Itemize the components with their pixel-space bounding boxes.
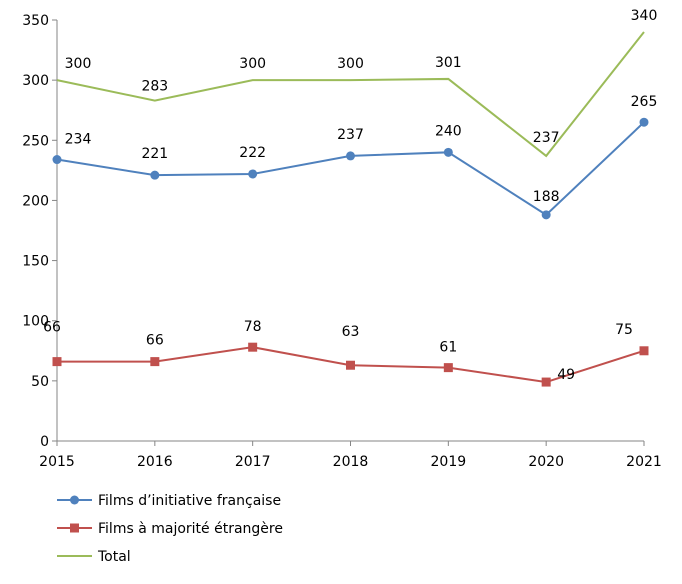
data-point bbox=[248, 342, 258, 352]
data-label: 66 bbox=[43, 320, 61, 336]
data-label: 300 bbox=[239, 56, 266, 72]
y-tick-label: 50 bbox=[31, 374, 49, 390]
data-point bbox=[443, 147, 453, 157]
legend-item: Total bbox=[57, 549, 131, 565]
data-label: 49 bbox=[557, 367, 575, 383]
data-label: 78 bbox=[244, 319, 262, 335]
legend-marker bbox=[70, 495, 79, 505]
data-label: 301 bbox=[435, 55, 462, 71]
legend-label: Films à majorité étrangère bbox=[98, 521, 283, 537]
y-tick-label: 350 bbox=[22, 13, 49, 29]
data-label: 265 bbox=[631, 94, 658, 110]
legend-item: Films d’initiative française bbox=[57, 493, 281, 509]
data-point bbox=[639, 117, 649, 127]
x-tick-label: 2018 bbox=[333, 454, 369, 470]
x-tick-label: 2016 bbox=[137, 454, 173, 470]
data-label: 340 bbox=[631, 8, 658, 24]
y-tick-label: 0 bbox=[40, 434, 49, 450]
data-point bbox=[52, 357, 62, 367]
legend-label: Total bbox=[97, 549, 131, 565]
x-tick-label: 2017 bbox=[235, 454, 271, 470]
data-label: 240 bbox=[435, 123, 462, 139]
data-point bbox=[639, 346, 649, 356]
data-point bbox=[346, 151, 355, 161]
data-point bbox=[541, 210, 551, 220]
data-label: 283 bbox=[141, 79, 168, 95]
data-label: 237 bbox=[337, 127, 364, 143]
legend-marker bbox=[70, 523, 79, 533]
x-tick-label: 2015 bbox=[39, 454, 75, 470]
data-label: 61 bbox=[439, 340, 457, 356]
data-label: 300 bbox=[337, 56, 364, 72]
data-label: 75 bbox=[615, 322, 633, 338]
data-point bbox=[150, 170, 160, 180]
data-labels: 300 283 300 300 301 237 340 234 221 222 237 240 188 2… bbox=[43, 8, 657, 383]
axes: 0 50 100 150 200 250 300 350 2015 2016 2017 2018 201… bbox=[22, 13, 662, 470]
legend: Films d’initiative française Films à majo… bbox=[57, 493, 283, 565]
data-point bbox=[150, 357, 160, 367]
x-tick-label: 2021 bbox=[626, 454, 662, 470]
y-tick-label: 300 bbox=[22, 73, 49, 89]
x-tick-label: 2019 bbox=[431, 454, 467, 470]
x-tick-label: 2020 bbox=[528, 454, 564, 470]
legend-item: Films à majorité étrangère bbox=[57, 521, 283, 537]
data-label: 63 bbox=[342, 324, 360, 340]
data-label: 237 bbox=[533, 130, 560, 146]
data-label: 300 bbox=[65, 56, 92, 72]
data-label: 234 bbox=[65, 132, 92, 148]
data-label: 66 bbox=[146, 333, 164, 349]
legend-label: Films d’initiative française bbox=[98, 493, 281, 509]
series-lines bbox=[52, 31, 649, 387]
series-line-2 bbox=[56, 31, 645, 158]
data-point bbox=[52, 155, 62, 165]
y-tick-label: 100 bbox=[22, 314, 49, 330]
y-tick-label: 150 bbox=[22, 254, 49, 270]
data-point bbox=[541, 377, 551, 387]
y-tick-label: 250 bbox=[22, 133, 49, 149]
data-point bbox=[248, 169, 258, 179]
data-point bbox=[443, 363, 453, 373]
data-point bbox=[346, 360, 355, 370]
data-label: 221 bbox=[141, 146, 168, 162]
data-label: 222 bbox=[239, 145, 266, 161]
data-label: 188 bbox=[533, 189, 560, 205]
y-tick-label: 200 bbox=[22, 193, 49, 209]
